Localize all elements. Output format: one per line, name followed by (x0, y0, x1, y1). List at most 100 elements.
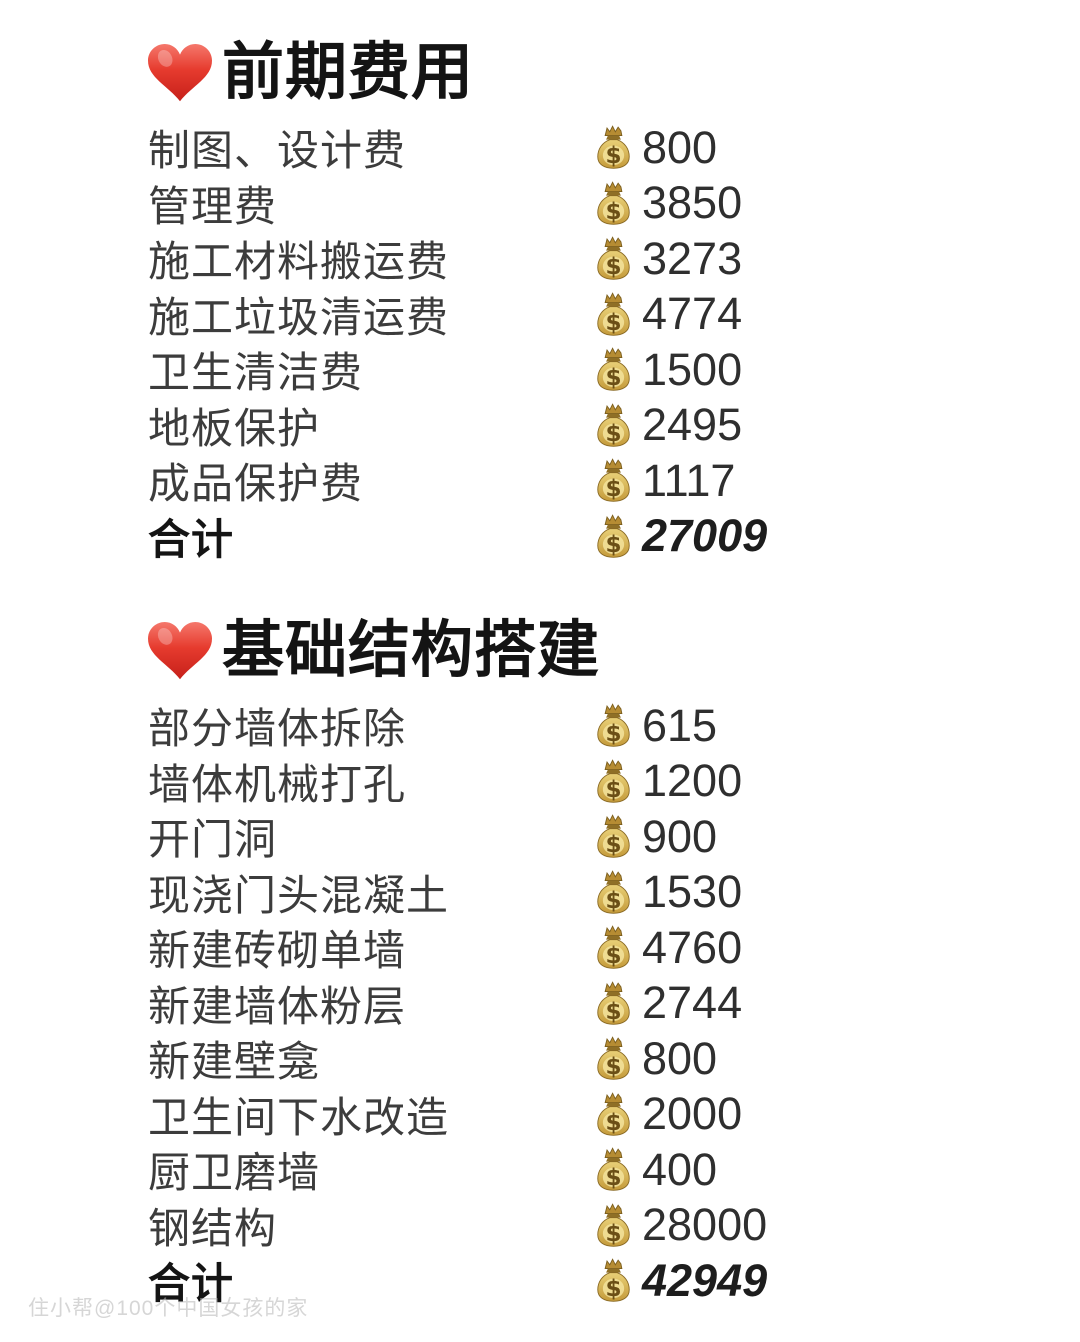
amount-value: 1530 (642, 866, 743, 918)
section-title: 基础结构搭建 (148, 616, 1080, 686)
money-bag-icon: $ (595, 1091, 632, 1137)
section-title: 前期费用 (148, 38, 1080, 108)
item-label: 开门洞 (148, 816, 278, 864)
amount-value: 1500 (642, 343, 743, 395)
item-label: 新建壁龛 (148, 1038, 321, 1086)
svg-text:$: $ (605, 1054, 621, 1080)
item-amount: $42949 (595, 1255, 767, 1307)
money-bag-icon: $ (595, 458, 632, 503)
svg-text:$: $ (605, 476, 621, 502)
item-amount: $3273 (595, 233, 742, 285)
svg-text:$: $ (605, 1276, 621, 1302)
amount-value: 4774 (642, 288, 743, 340)
item-label: 合计 (148, 1260, 235, 1308)
money-bag-icon: $ (595, 869, 632, 915)
money-bag-icon: $ (595, 402, 632, 448)
amount-value: 2000 (642, 1088, 743, 1140)
item-label: 部分墙体拆除 (148, 705, 407, 753)
budget-row: 管理费 $3850 (148, 176, 1080, 232)
svg-text:$: $ (605, 143, 621, 169)
section-rows: 制图、设计费 $800 管理费 $3850 施工材料搬运费 $3273 施工垃圾清运费 $47… (148, 120, 1080, 564)
svg-text:$: $ (605, 365, 621, 391)
amount-value: 4760 (642, 921, 743, 973)
svg-text:$: $ (605, 532, 621, 558)
item-amount: $615 (595, 700, 717, 752)
amount-value: 42949 (642, 1254, 768, 1306)
amount-value: 800 (642, 121, 718, 173)
budget-row: 现浇门头混凝土 $1530 (148, 865, 1080, 921)
amount-value: 2495 (642, 399, 743, 451)
budget-row: 厨卫磨墙 $400 (148, 1142, 1080, 1198)
item-label: 厨卫磨墙 (148, 1149, 321, 1197)
item-amount: $1117 (595, 455, 735, 507)
budget-row: 部分墙体拆除 $615 (148, 698, 1080, 754)
item-amount: $4774 (595, 288, 742, 340)
amount-value: 3273 (642, 232, 743, 284)
budget-section: 前期费用 制图、设计费 $800 管理费 $3850 施工材料搬运费 $3273 施工垃圾清运… (148, 38, 1080, 564)
budget-row: 制图、设计费 $800 (148, 120, 1080, 176)
money-bag-icon: $ (595, 180, 632, 226)
money-bag-icon: $ (595, 925, 632, 970)
item-label: 合计 (148, 515, 235, 563)
item-label: 新建墙体粉层 (148, 982, 407, 1030)
svg-text:$: $ (605, 1110, 621, 1136)
item-label: 墙体机械打孔 (148, 760, 407, 808)
section-title-text: 前期费用 (222, 38, 475, 107)
budget-row: 墙体机械打孔 $1200 (148, 754, 1080, 810)
budget-row: 成品保护费 $1117 (148, 453, 1080, 509)
svg-text:$: $ (605, 199, 621, 225)
svg-text:$: $ (605, 721, 621, 747)
money-bag-icon: $ (595, 703, 632, 748)
amount-value: 1117 (642, 454, 736, 506)
budget-row-total: 合计 $27009 (148, 509, 1080, 565)
budget-row: 新建砖砌单墙 $4760 (148, 920, 1080, 976)
budget-note: 前期费用 制图、设计费 $800 管理费 $3850 施工材料搬运费 $3273 施工垃圾清运… (148, 38, 1080, 1309)
item-amount: $3850 (595, 177, 742, 229)
item-label: 施工材料搬运费 (148, 238, 450, 286)
budget-section: 基础结构搭建部分墙体拆除 $615 墙体机械打孔 $1200 开门洞 $900 现浇门头混凝… (148, 616, 1080, 1309)
item-label: 钢结构 (148, 1204, 278, 1252)
item-amount: $28000 (595, 1199, 767, 1251)
svg-text:$: $ (605, 999, 621, 1025)
money-bag-icon: $ (595, 236, 632, 281)
item-amount: $2744 (595, 977, 742, 1029)
svg-text:$: $ (605, 777, 621, 803)
money-bag-icon: $ (595, 513, 632, 559)
amount-value: 2744 (642, 977, 743, 1029)
amount-value: 1200 (642, 755, 743, 807)
budget-row-total: 合计 $42949 (148, 1253, 1080, 1309)
item-amount: $800 (595, 122, 717, 174)
item-amount: $400 (595, 1144, 717, 1196)
svg-text:$: $ (605, 943, 621, 969)
budget-row: 开门洞 $900 (148, 809, 1080, 865)
money-bag-icon: $ (595, 347, 632, 392)
money-bag-icon: $ (595, 1036, 632, 1081)
item-label: 卫生清洁费 (148, 349, 364, 397)
amount-value: 615 (642, 699, 718, 751)
svg-text:$: $ (605, 254, 621, 280)
money-bag-icon: $ (595, 291, 632, 337)
svg-text:$: $ (605, 310, 621, 336)
item-label: 卫生间下水改造 (148, 1093, 450, 1141)
item-amount: $2495 (595, 399, 742, 451)
watermark: 住小帮@100个中国女孩的家 (28, 1297, 309, 1320)
budget-row: 新建墙体粉层 $2744 (148, 976, 1080, 1032)
section-rows: 部分墙体拆除 $615 墙体机械打孔 $1200 开门洞 $900 现浇门头混凝土 $1530… (148, 698, 1080, 1309)
item-label: 制图、设计费 (148, 127, 407, 175)
red-heart-icon (148, 44, 212, 102)
item-label: 管理费 (148, 182, 278, 230)
amount-value: 900 (642, 810, 718, 862)
amount-value: 400 (642, 1143, 718, 1195)
section-title-text: 基础结构搭建 (222, 616, 601, 685)
money-bag-icon: $ (595, 980, 632, 1026)
svg-text:$: $ (605, 888, 621, 914)
amount-value: 3850 (642, 177, 743, 229)
svg-text:$: $ (605, 832, 621, 858)
svg-text:$: $ (605, 1165, 621, 1191)
budget-row: 卫生间下水改造 $2000 (148, 1087, 1080, 1143)
budget-row: 地板保护 $2495 (148, 398, 1080, 454)
red-heart-icon (148, 622, 212, 680)
amount-value: 28000 (642, 1199, 768, 1251)
item-amount: $1530 (595, 866, 742, 918)
item-label: 新建砖砌单墙 (148, 927, 407, 975)
